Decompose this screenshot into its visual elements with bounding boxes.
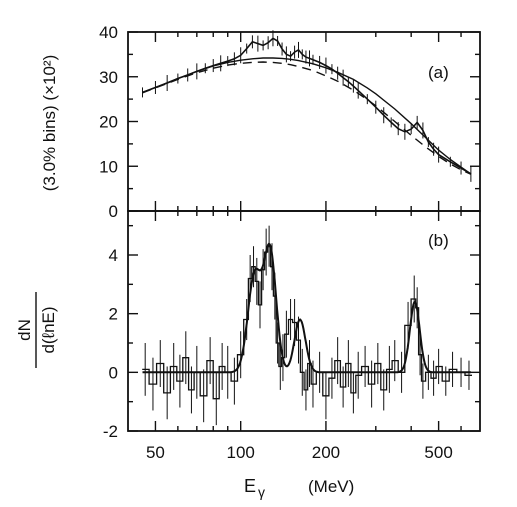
panel-b-fit-line [142, 242, 471, 374]
yb-tick-label-4: 4 [109, 246, 118, 265]
ya-tick-label-40: 40 [99, 23, 118, 42]
x-tick-label-100: 100 [227, 443, 255, 462]
y-label-denominator: d(ℓnE) [39, 306, 58, 353]
x-label-main: E [244, 476, 256, 496]
ya-tick-label-30: 30 [99, 68, 118, 87]
x-tick-label-50: 50 [146, 443, 165, 462]
panel-b-label: (b) [428, 231, 449, 250]
panel-b-series [142, 225, 472, 426]
ya-tick-label-0: 0 [109, 202, 118, 221]
panel-a-line-dashed [142, 61, 472, 175]
yb-tick-label-0: 0 [109, 363, 118, 382]
panel-a-label: (a) [428, 63, 449, 82]
panel-a-frame [127, 31, 481, 212]
x-label-unit: (MeV) [308, 477, 354, 496]
x-tick-label-200: 200 [312, 443, 340, 462]
panel-a-line-solid [142, 57, 472, 175]
y-axis-label-lower: dN d(ℓnE) [15, 292, 58, 368]
yb-tick-label-2: 2 [109, 305, 118, 324]
y-axis-label-upper: (3.0% bins) (×10²) [40, 55, 59, 192]
panel-a-series [141, 30, 472, 182]
ya-tick-label-10: 10 [99, 157, 118, 176]
y-label-numerator: dN [15, 319, 34, 341]
x-label-subscript: γ [258, 484, 265, 500]
panel-b-frame [127, 210, 481, 432]
axis-ticks: 50 100 200 500 0 10 20 30 40 -2 0 2 4 [99, 23, 480, 462]
ya-tick-label-20: 20 [99, 113, 118, 132]
yb-tick-label--2: -2 [103, 422, 118, 441]
panel-a-line-solid-with-error-bars [142, 37, 472, 175]
x-tick-label-500: 500 [424, 443, 452, 462]
x-axis-label: E γ (MeV) [244, 476, 354, 500]
